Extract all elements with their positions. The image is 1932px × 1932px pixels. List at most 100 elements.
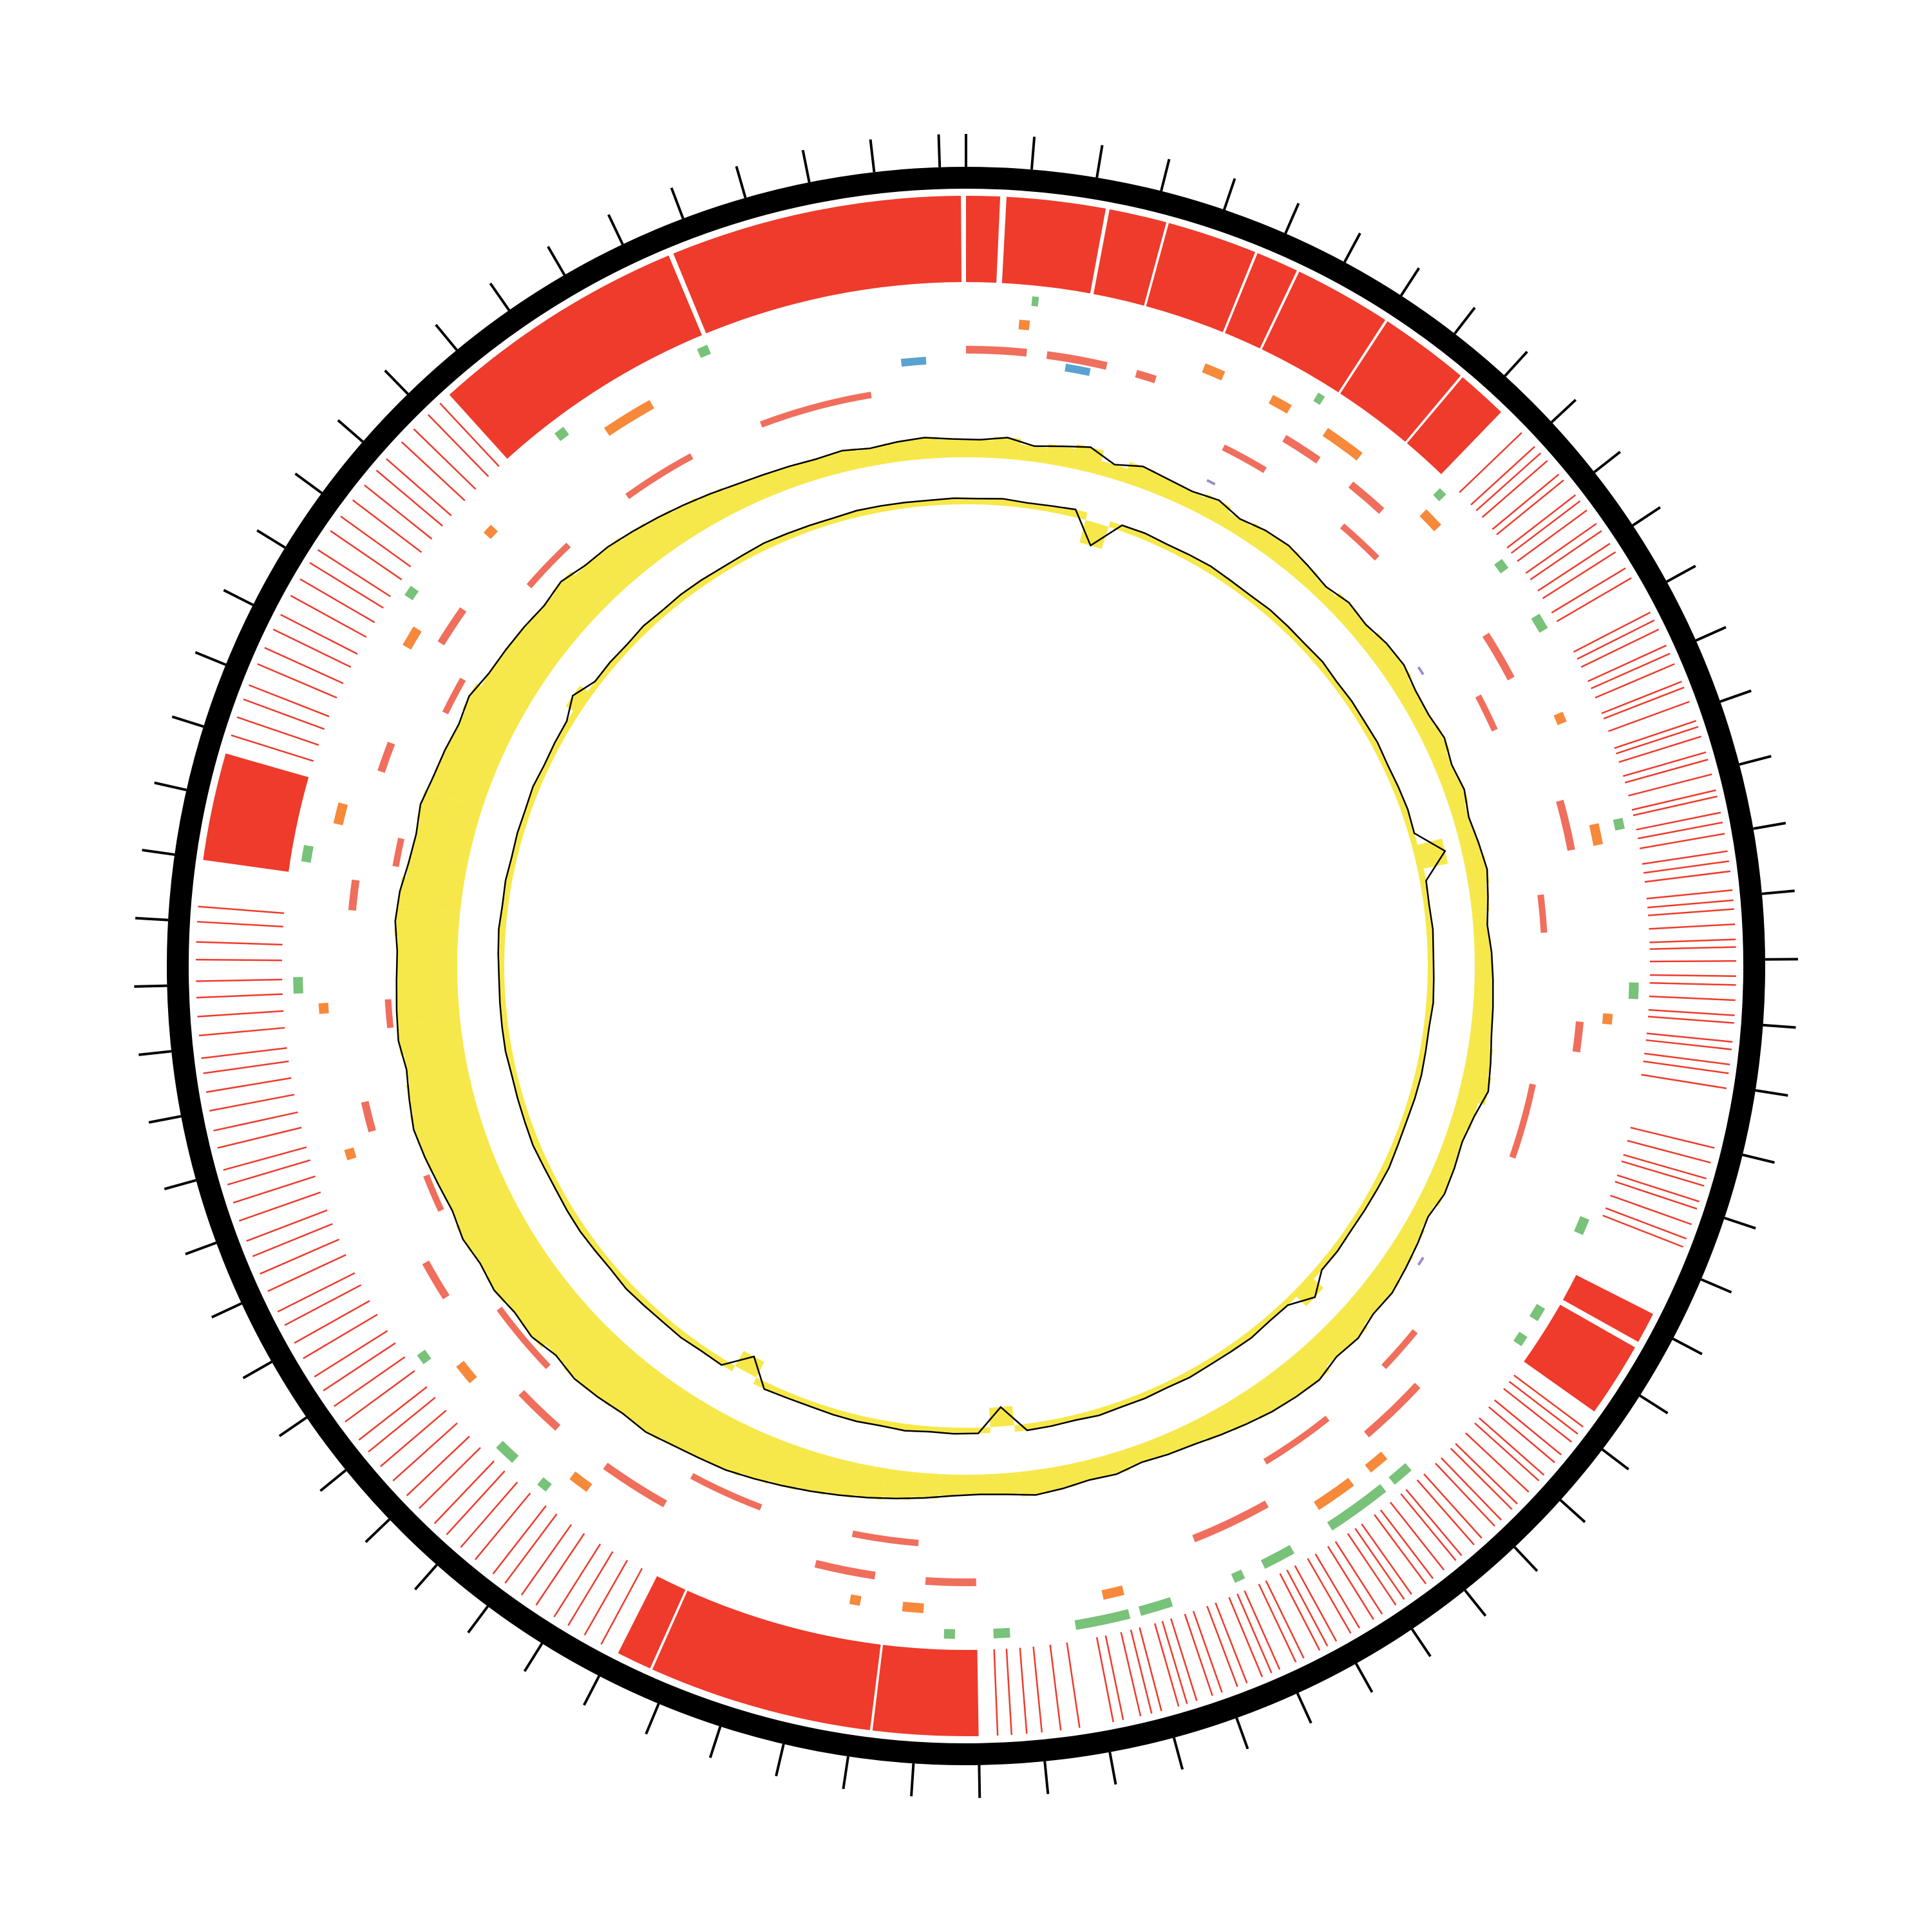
feature-line <box>352 499 422 553</box>
signal-bar <box>1388 1131 1403 1157</box>
tick-mark <box>735 166 747 198</box>
signal-bar <box>1468 1019 1493 1049</box>
feature-line <box>340 515 412 568</box>
signal-bar <box>775 529 801 544</box>
feature-line <box>1631 789 1716 811</box>
feature-line <box>1622 751 1707 777</box>
feature <box>1340 321 1461 442</box>
signal-bar <box>1217 1340 1242 1359</box>
feature-line <box>1627 1139 1711 1164</box>
feature-line <box>1628 773 1712 797</box>
signal-bar <box>1361 632 1395 667</box>
feature-line <box>1646 1032 1733 1043</box>
feature <box>1482 632 1515 681</box>
feature <box>1202 363 1226 381</box>
feature-line <box>1503 1388 1573 1443</box>
feature-line <box>232 1175 316 1204</box>
feature-line <box>1636 811 1721 831</box>
signal-bar <box>416 790 482 835</box>
feature-line <box>1614 720 1697 750</box>
feature-line <box>1513 1374 1584 1428</box>
feature-line <box>1618 735 1702 763</box>
feature-line <box>364 484 433 540</box>
feature <box>1282 435 1321 464</box>
feature <box>1074 1609 1131 1630</box>
feature-line <box>1279 1573 1321 1651</box>
feature-line <box>1643 860 1730 874</box>
signal-bar <box>535 594 588 646</box>
signal-bar <box>1325 1306 1368 1349</box>
signal-bar <box>711 1353 735 1372</box>
feature <box>872 1645 979 1736</box>
signal-bar <box>514 821 527 847</box>
signal-bar <box>514 1085 527 1111</box>
tick-mark <box>1410 1628 1432 1658</box>
feature-line <box>1440 1457 1502 1521</box>
feature <box>402 626 422 650</box>
signal-bar <box>1019 444 1048 464</box>
feature-line <box>284 1284 362 1326</box>
feature <box>1018 319 1030 330</box>
feature-line <box>1184 1613 1213 1696</box>
signal-bar <box>1365 1175 1383 1200</box>
feature <box>1327 1484 1387 1531</box>
signal-bar <box>1085 1405 1111 1419</box>
feature-line <box>1530 530 1602 581</box>
feature-line <box>1646 889 1733 900</box>
feature <box>1340 523 1379 561</box>
signal-bar <box>799 1397 824 1410</box>
tick-mark <box>775 1743 785 1777</box>
feature-line <box>196 978 283 982</box>
feature-line <box>1496 479 1564 536</box>
tick-mark <box>142 848 175 857</box>
signal-bar <box>575 555 626 607</box>
signal-bar <box>1412 838 1448 870</box>
signal-bar <box>941 498 966 505</box>
feature <box>361 1101 376 1133</box>
signal-bar <box>1397 798 1412 824</box>
tick-mark <box>185 1241 217 1256</box>
signal-bar <box>1472 992 1494 1021</box>
signal-bar <box>549 732 567 757</box>
feature <box>1556 799 1575 851</box>
signal-bar <box>992 1472 1022 1495</box>
feature <box>1513 1331 1528 1347</box>
feature <box>554 426 569 441</box>
feature-line <box>1508 1381 1578 1435</box>
signal-bar <box>503 868 515 894</box>
feature-line <box>1488 1406 1556 1464</box>
feature-line <box>196 993 283 999</box>
signal-bar <box>439 736 502 784</box>
signal-bar <box>753 538 779 555</box>
tick-mark <box>1284 202 1300 234</box>
signal-bar <box>797 1450 835 1495</box>
feature-line <box>1643 1060 1729 1074</box>
signal-bar <box>1405 821 1418 847</box>
signal-bar <box>825 1457 860 1499</box>
signal-bar <box>396 966 459 996</box>
feature-line <box>1206 1605 1238 1687</box>
tick-mark <box>1753 822 1786 830</box>
feature-line <box>504 1513 558 1584</box>
signal-bar <box>1365 732 1383 757</box>
signal-bar <box>1097 460 1128 482</box>
tick-mark <box>1763 1023 1796 1029</box>
signal-bar <box>406 1072 475 1115</box>
feature <box>1509 1083 1536 1159</box>
feature-line <box>243 698 325 730</box>
tick-mark <box>708 1726 722 1759</box>
tick-mark <box>194 651 227 667</box>
signal-bar <box>853 1463 887 1501</box>
feature-line <box>1474 1422 1540 1482</box>
feature-line <box>334 1356 406 1407</box>
feature <box>1046 351 1108 370</box>
feature <box>1146 223 1256 332</box>
feature-line <box>203 1060 289 1074</box>
feature-line <box>1307 1558 1352 1634</box>
feature-line <box>323 1342 396 1392</box>
signal-bar <box>1340 1217 1358 1241</box>
feature-line <box>1120 1632 1142 1717</box>
feature-line <box>1621 1160 1705 1187</box>
signal-bar <box>503 1038 515 1064</box>
feature-line <box>280 614 358 655</box>
